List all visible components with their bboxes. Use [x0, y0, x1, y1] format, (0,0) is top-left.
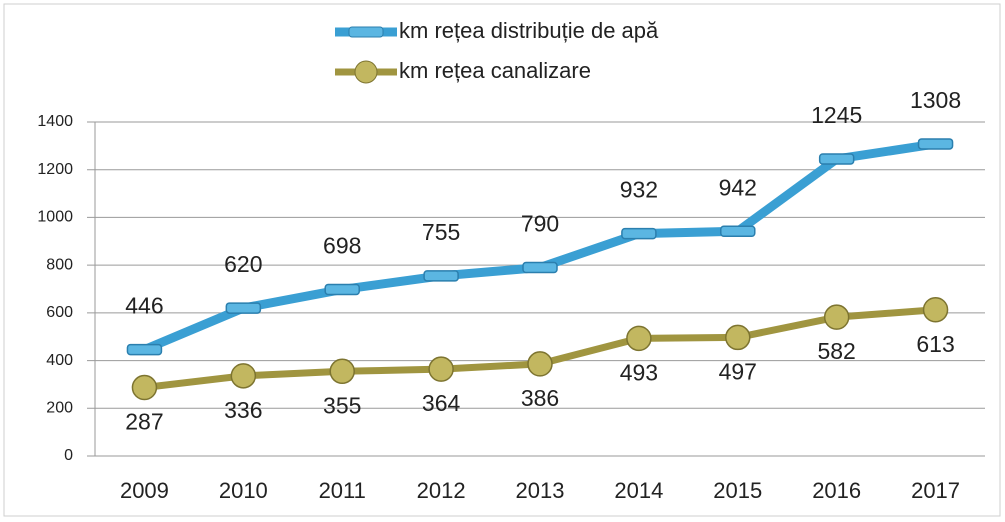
data-label: 620 [224, 251, 262, 277]
point-marker [626, 325, 652, 352]
x-tick-label: 2010 [219, 478, 268, 503]
data-label: 355 [323, 392, 361, 418]
point-marker [621, 227, 657, 240]
data-label: 932 [620, 177, 658, 203]
data-label: 493 [620, 359, 658, 385]
point-marker [225, 302, 262, 314]
point-marker [126, 343, 163, 356]
legend-label: km rețea distribuție de apă [399, 18, 659, 43]
x-tick-label: 2012 [417, 478, 466, 503]
x-tick-label: 2017 [911, 478, 960, 503]
point-marker [917, 138, 954, 150]
data-label: 497 [719, 359, 757, 385]
data-label: 582 [817, 338, 855, 364]
point-marker [823, 304, 850, 330]
point-marker [725, 324, 751, 351]
x-tick-label: 2011 [319, 478, 366, 503]
x-tick-label: 2015 [713, 478, 762, 503]
y-tick-label: 400 [46, 352, 73, 369]
y-tick-label: 1200 [37, 161, 73, 178]
data-label: 1308 [910, 87, 961, 113]
y-tick-label: 800 [46, 256, 73, 273]
data-label: 446 [125, 293, 163, 319]
data-label: 287 [125, 409, 163, 435]
point-marker [522, 261, 558, 274]
chart-border [3, 3, 1001, 517]
data-label: 698 [323, 233, 361, 259]
x-tick-label: 2014 [614, 478, 663, 503]
point-marker [527, 351, 553, 377]
data-label: 336 [224, 397, 262, 423]
point-marker [423, 270, 459, 282]
point-marker [922, 297, 949, 323]
legend-marker [348, 26, 384, 38]
point-marker [720, 225, 756, 238]
data-label: 942 [719, 174, 757, 200]
y-tick-label: 200 [46, 400, 73, 417]
point-marker [428, 356, 454, 382]
data-label: 364 [422, 390, 461, 416]
data-label: 790 [521, 211, 559, 237]
point-marker [131, 374, 158, 401]
point-marker [324, 283, 360, 296]
x-tick-label: 2013 [516, 478, 565, 503]
legend-label: km rețea canalizare [399, 58, 591, 83]
data-label: 1245 [811, 102, 862, 128]
data-label: 386 [521, 385, 559, 411]
data-label: 613 [916, 331, 954, 357]
x-tick-label: 2016 [812, 478, 861, 503]
point-marker [329, 358, 355, 385]
point-marker [818, 153, 855, 165]
legend-marker [354, 60, 378, 84]
y-tick-label: 1400 [37, 113, 73, 130]
legend: km rețea distribuție de apă km rețea cana… [335, 18, 659, 84]
y-tick-label: 1000 [37, 209, 73, 226]
data-label: 755 [422, 219, 460, 245]
y-tick-label: 0 [64, 447, 73, 464]
y-tick-label: 600 [46, 304, 73, 321]
x-tick-label: 2009 [120, 478, 169, 503]
point-marker [230, 363, 257, 389]
